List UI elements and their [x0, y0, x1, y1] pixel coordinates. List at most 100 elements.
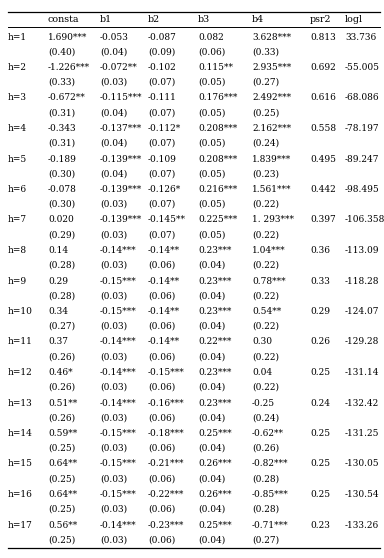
- Text: -0.102: -0.102: [148, 63, 177, 72]
- Text: 0.115**: 0.115**: [198, 63, 233, 72]
- Text: (0.04): (0.04): [198, 535, 225, 544]
- Text: h=9: h=9: [8, 277, 27, 286]
- Text: (0.06): (0.06): [148, 474, 175, 483]
- Text: (0.03): (0.03): [100, 291, 127, 300]
- Text: -0.109: -0.109: [148, 155, 177, 163]
- Text: (0.07): (0.07): [148, 230, 175, 239]
- Text: (0.31): (0.31): [48, 108, 75, 117]
- Text: -0.112*: -0.112*: [148, 124, 181, 133]
- Text: 0.30: 0.30: [252, 338, 272, 347]
- Text: (0.03): (0.03): [100, 444, 127, 453]
- Text: h=17: h=17: [8, 521, 33, 530]
- Text: h=14: h=14: [8, 429, 33, 438]
- Text: -0.14***: -0.14***: [100, 368, 137, 377]
- Text: (0.23): (0.23): [252, 169, 279, 178]
- Text: 0.25: 0.25: [310, 490, 330, 499]
- Text: (0.07): (0.07): [148, 200, 175, 209]
- Text: -0.053: -0.053: [100, 32, 129, 41]
- Text: (0.06): (0.06): [148, 413, 175, 422]
- Text: 0.25: 0.25: [310, 368, 330, 377]
- Text: -0.189: -0.189: [48, 155, 77, 163]
- Text: 0.25***: 0.25***: [198, 521, 232, 530]
- Text: -131.14: -131.14: [345, 368, 379, 377]
- Text: 0.56**: 0.56**: [48, 521, 77, 530]
- Text: 0.64**: 0.64**: [48, 459, 77, 469]
- Text: (0.06): (0.06): [198, 47, 225, 56]
- Text: h=15: h=15: [8, 459, 33, 469]
- Text: (0.33): (0.33): [48, 78, 75, 86]
- Text: -129.28: -129.28: [345, 338, 379, 347]
- Text: h=10: h=10: [8, 307, 33, 316]
- Text: (0.04): (0.04): [100, 47, 127, 56]
- Text: 0.78***: 0.78***: [252, 277, 286, 286]
- Text: 0.26***: 0.26***: [198, 490, 232, 499]
- Text: 0.020: 0.020: [48, 215, 74, 224]
- Text: (0.03): (0.03): [100, 474, 127, 483]
- Text: 0.24: 0.24: [310, 398, 330, 407]
- Text: 0.25***: 0.25***: [198, 429, 232, 438]
- Text: -0.25: -0.25: [252, 398, 275, 407]
- Text: (0.04): (0.04): [198, 352, 225, 361]
- Text: 0.29: 0.29: [310, 307, 330, 316]
- Text: (0.25): (0.25): [48, 474, 75, 483]
- Text: (0.25): (0.25): [252, 108, 279, 117]
- Text: -0.14***: -0.14***: [100, 246, 137, 255]
- Text: -0.072**: -0.072**: [100, 63, 138, 72]
- Text: -0.16***: -0.16***: [148, 398, 185, 407]
- Text: (0.04): (0.04): [100, 138, 127, 148]
- Text: (0.25): (0.25): [48, 504, 75, 514]
- Text: -131.25: -131.25: [345, 429, 379, 438]
- Text: (0.04): (0.04): [198, 504, 225, 514]
- Text: -132.42: -132.42: [345, 398, 379, 407]
- Text: h=2: h=2: [8, 63, 27, 72]
- Text: (0.29): (0.29): [48, 230, 75, 239]
- Text: -0.15***: -0.15***: [100, 459, 137, 469]
- Text: -130.05: -130.05: [345, 459, 380, 469]
- Text: 0.37: 0.37: [48, 338, 68, 347]
- Text: (0.04): (0.04): [100, 169, 127, 178]
- Text: (0.22): (0.22): [252, 321, 279, 331]
- Text: (0.30): (0.30): [48, 200, 75, 209]
- Text: -0.14***: -0.14***: [100, 338, 137, 347]
- Text: -0.21***: -0.21***: [148, 459, 184, 469]
- Text: 0.692: 0.692: [310, 63, 336, 72]
- Text: (0.03): (0.03): [100, 352, 127, 361]
- Text: -0.22***: -0.22***: [148, 490, 184, 499]
- Text: -0.126*: -0.126*: [148, 185, 181, 194]
- Text: -0.145**: -0.145**: [148, 215, 186, 224]
- Text: (0.28): (0.28): [252, 504, 279, 514]
- Text: 2.162***: 2.162***: [252, 124, 291, 133]
- Text: (0.03): (0.03): [100, 261, 127, 270]
- Text: 0.176***: 0.176***: [198, 94, 237, 103]
- Text: 0.442: 0.442: [310, 185, 336, 194]
- Text: -106.358: -106.358: [345, 215, 384, 224]
- Text: 1.561***: 1.561***: [252, 185, 291, 194]
- Text: h=5: h=5: [8, 155, 27, 163]
- Text: (0.04): (0.04): [198, 261, 225, 270]
- Text: 2.935***: 2.935***: [252, 63, 291, 72]
- Text: -0.087: -0.087: [148, 32, 177, 41]
- Text: -0.82***: -0.82***: [252, 459, 288, 469]
- Text: 1. 293***: 1. 293***: [252, 215, 294, 224]
- Text: psr2: psr2: [310, 16, 331, 25]
- Text: 0.64**: 0.64**: [48, 490, 77, 499]
- Text: (0.22): (0.22): [252, 261, 279, 270]
- Text: logl: logl: [345, 16, 363, 25]
- Text: (0.31): (0.31): [48, 138, 75, 148]
- Text: 0.813: 0.813: [310, 32, 336, 41]
- Text: (0.06): (0.06): [148, 383, 175, 392]
- Text: -0.078: -0.078: [48, 185, 77, 194]
- Text: h=6: h=6: [8, 185, 27, 194]
- Text: consta: consta: [48, 16, 79, 25]
- Text: (0.07): (0.07): [148, 138, 175, 148]
- Text: -68.086: -68.086: [345, 94, 380, 103]
- Text: h=11: h=11: [8, 338, 33, 347]
- Text: -98.495: -98.495: [345, 185, 380, 194]
- Text: (0.28): (0.28): [48, 291, 75, 300]
- Text: 1.04***: 1.04***: [252, 246, 286, 255]
- Text: (0.09): (0.09): [148, 47, 175, 56]
- Text: 0.23***: 0.23***: [198, 398, 232, 407]
- Text: 0.36: 0.36: [310, 246, 330, 255]
- Text: -0.18***: -0.18***: [148, 429, 185, 438]
- Text: 1.690***: 1.690***: [48, 32, 88, 41]
